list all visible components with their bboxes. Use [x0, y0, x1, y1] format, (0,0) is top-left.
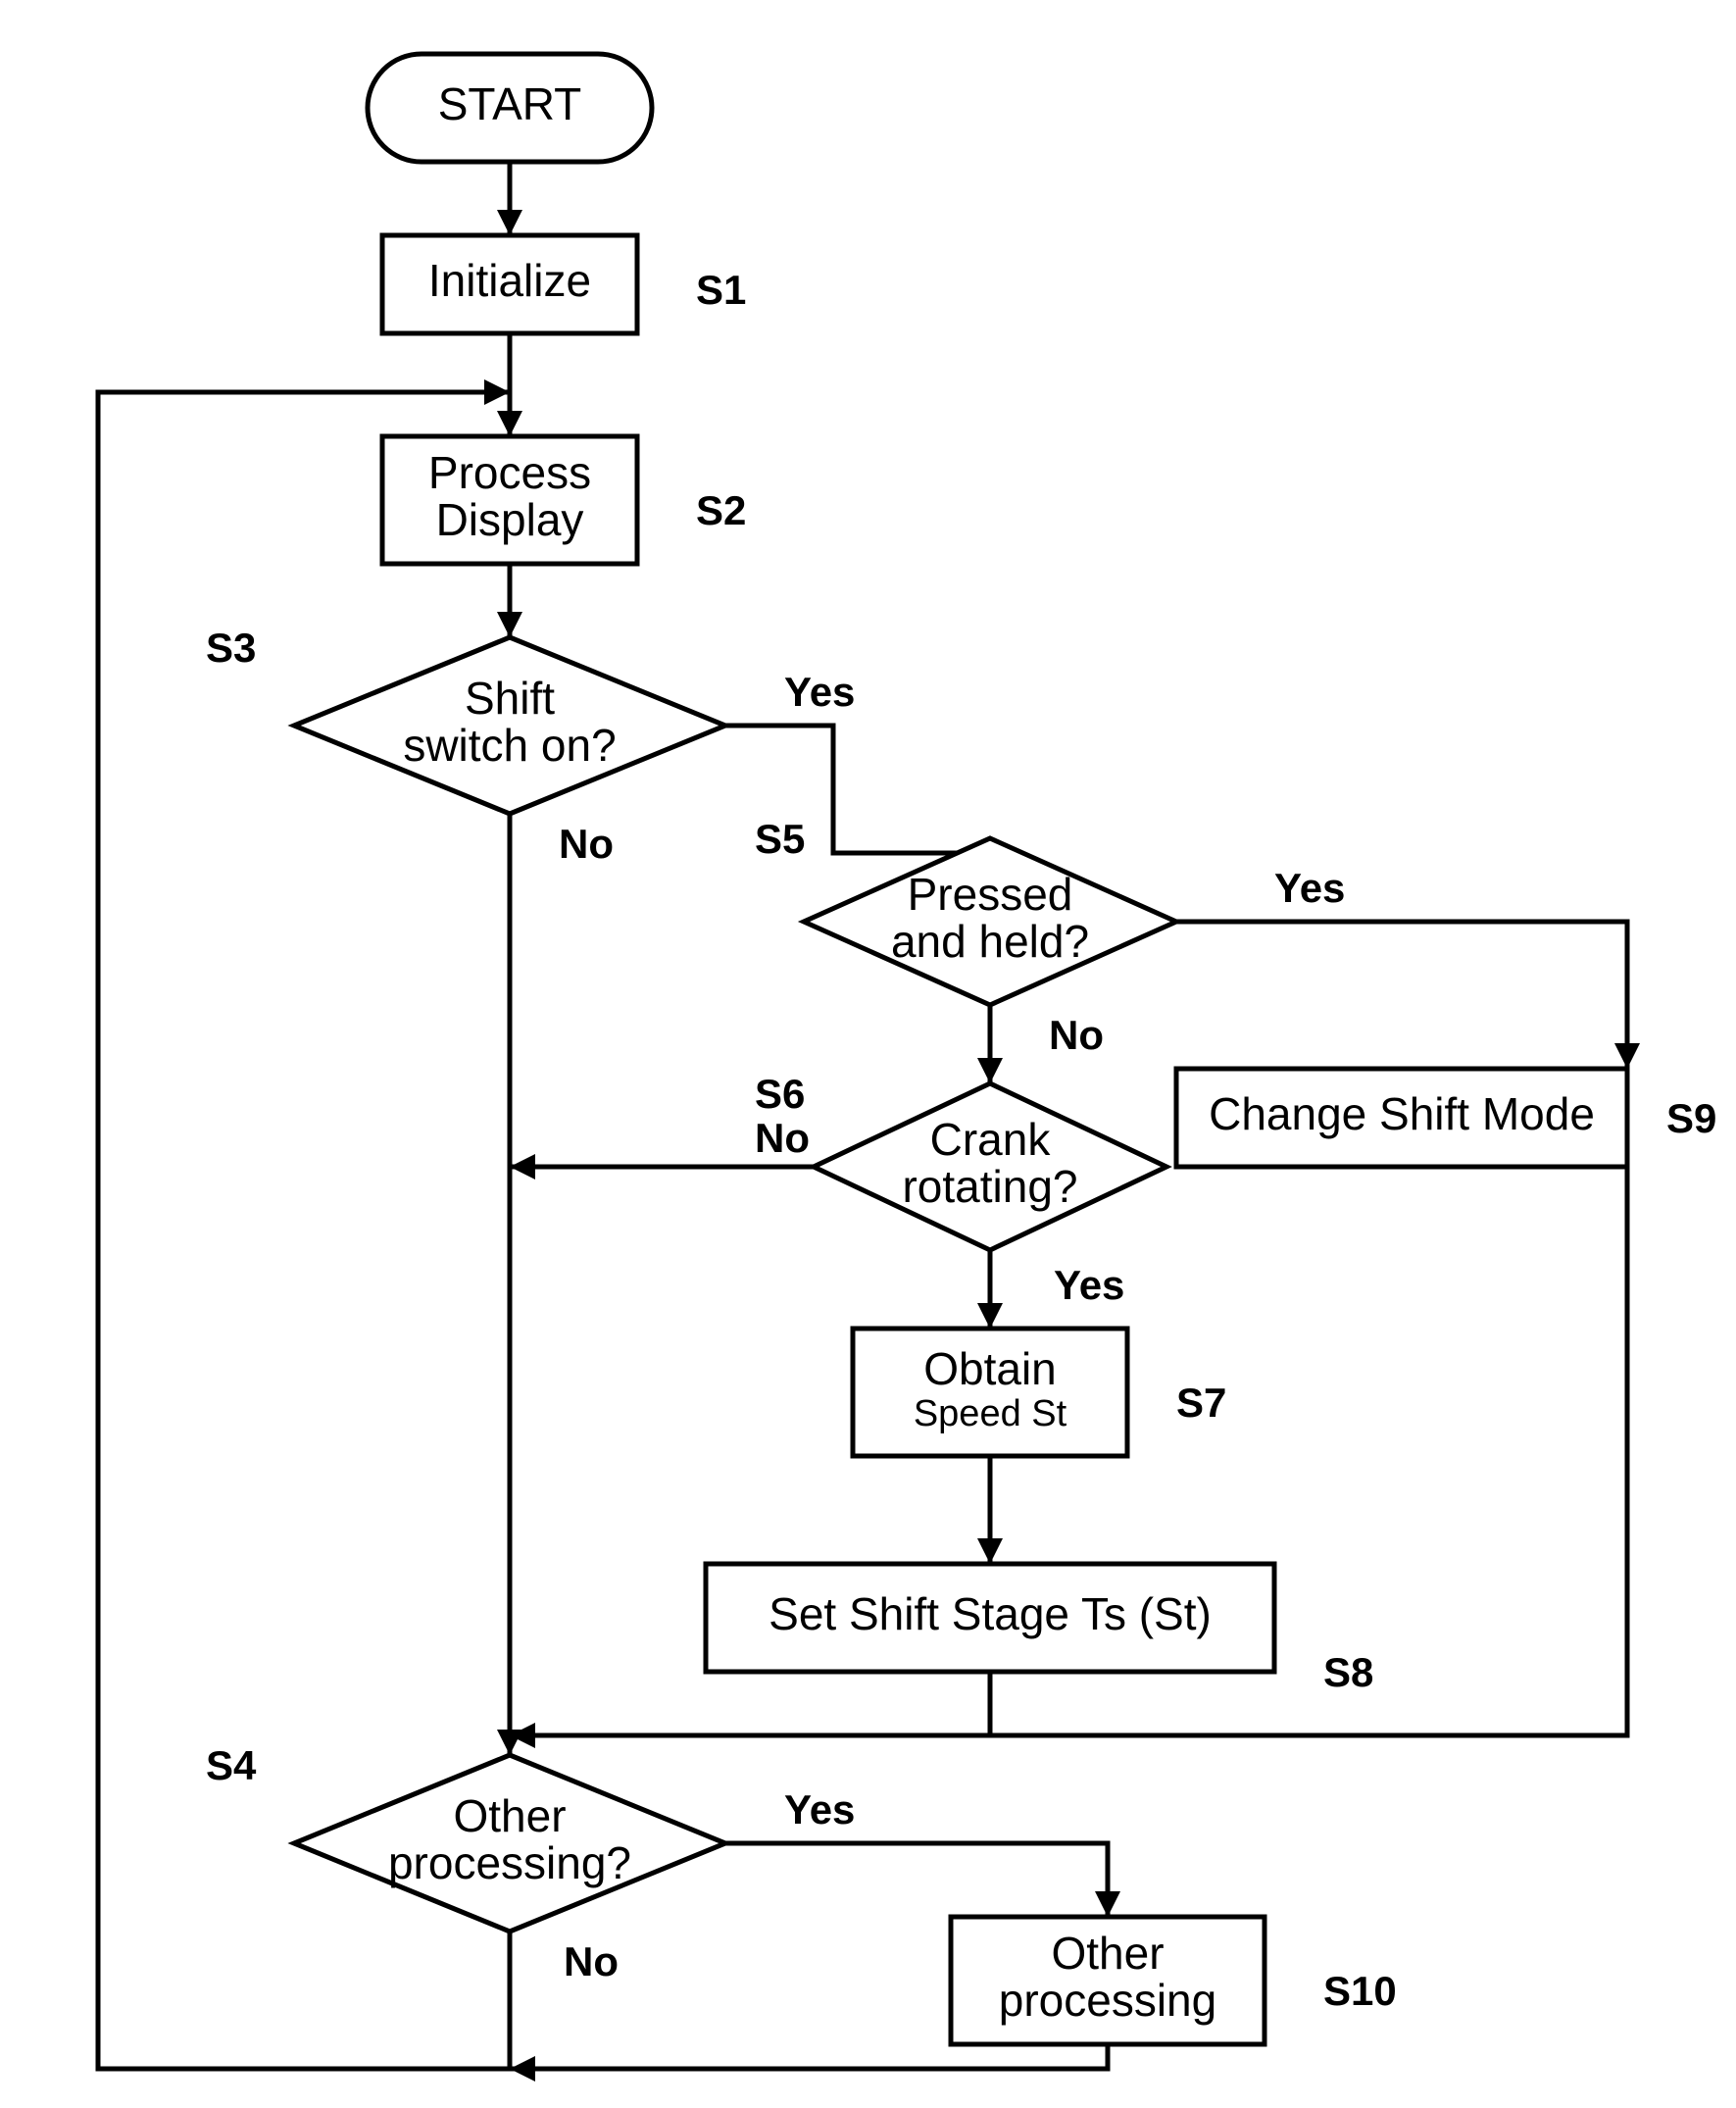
label-s1: S1 [696, 267, 746, 313]
node-s7: ObtainSpeed St [853, 1329, 1127, 1456]
e-s6-yes-label: Yes [1054, 1262, 1124, 1308]
node-s9: Change Shift Mode [1176, 1069, 1627, 1167]
e-s7-s8 [977, 1456, 1003, 1564]
e-s4-no: No [510, 1932, 619, 2069]
node-s7-text: Speed St [914, 1393, 1067, 1434]
e-s4-yes: Yes [725, 1786, 1120, 1917]
node-s8-text: Set Shift Stage Ts (St) [769, 1588, 1212, 1639]
e-s2-s3 [497, 564, 522, 637]
node-s6: Crankrotating? [814, 1083, 1166, 1250]
node-s1-text: Initialize [428, 255, 591, 306]
label-s6: S6 [755, 1071, 805, 1117]
node-s6-text: Crank [930, 1114, 1052, 1165]
label-s8: S8 [1323, 1649, 1373, 1695]
node-s4-text: processing? [388, 1837, 631, 1888]
node-s2: ProcessDisplay [382, 436, 637, 564]
node-s1: Initialize [382, 235, 637, 333]
label-s3: S3 [206, 625, 256, 671]
node-start: START [368, 54, 652, 162]
e-s6-no: No [510, 1115, 814, 1179]
e-s4-no-label: No [564, 1938, 619, 1984]
e-s3-yes-label: Yes [784, 669, 855, 715]
node-s9-text: Change Shift Mode [1209, 1088, 1595, 1139]
node-s4: Otherprocessing? [294, 1755, 725, 1932]
label-s9: S9 [1666, 1095, 1716, 1141]
node-s7-text: Obtain [923, 1343, 1057, 1394]
e-s6-no-label: No [755, 1115, 810, 1161]
node-s6-text: rotating? [902, 1161, 1077, 1212]
node-s10-text: Other [1051, 1928, 1164, 1979]
e-s6-yes: Yes [977, 1250, 1124, 1329]
node-s5: Pressedand held? [804, 838, 1176, 1005]
e-s3-no-label: No [559, 821, 614, 867]
e-s5-yes-label: Yes [1274, 865, 1345, 911]
e-s10-down [510, 2044, 1108, 2082]
e-s1-s2 [497, 333, 522, 436]
node-s2-text: Process [428, 447, 591, 498]
node-s8: Set Shift Stage Ts (St) [706, 1564, 1274, 1672]
node-s4-text: Other [453, 1790, 566, 1841]
node-start-text: START [438, 78, 582, 129]
label-s2: S2 [696, 487, 746, 533]
e-s4-yes-label: Yes [784, 1786, 855, 1832]
e-start-s1 [497, 162, 522, 235]
label-s4: S4 [206, 1742, 257, 1788]
node-s5-text: Pressed [908, 869, 1073, 920]
node-s10-text: processing [999, 1975, 1216, 2026]
node-s3-text: Shift [465, 673, 555, 724]
nodes: START Initialize ProcessDisplay Shiftswitch… [294, 54, 1627, 2044]
node-s3-text: switch on? [403, 720, 616, 771]
e-s3-no: No [497, 814, 614, 1755]
e-s5-yes: Yes [1176, 865, 1640, 1069]
node-s5-text: and held? [891, 916, 1089, 967]
node-s10: Otherprocessing [951, 1917, 1265, 2044]
label-s10: S10 [1323, 1968, 1397, 2014]
label-s5: S5 [755, 816, 805, 862]
label-s7: S7 [1176, 1380, 1226, 1426]
node-s2-text: Display [436, 494, 584, 545]
e-s8-down [510, 1672, 990, 1748]
node-s3: Shiftswitch on? [294, 637, 725, 814]
e-s5-no-label: No [1049, 1012, 1104, 1058]
e-s5-no: No [977, 1005, 1104, 1083]
